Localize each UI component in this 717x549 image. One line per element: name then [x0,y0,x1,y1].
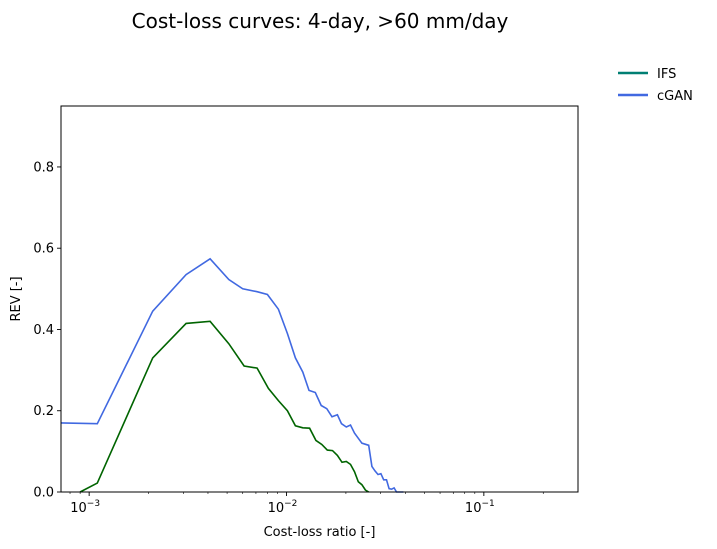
plot-frame [60,105,579,493]
y-tick-label: 0.8 [33,160,54,175]
plot-area [61,106,578,492]
y-axis-ticks: 0.0 0.2 0.4 0.6 0.8 [33,160,61,501]
series-line-ifs [79,320,370,493]
series-line-cgan [60,257,404,493]
y-axis-label: REV [-] [9,276,24,321]
x-tick-label: 10−2 [268,499,298,516]
x-axis-label: Cost-loss ratio [-] [264,525,376,540]
x-tick-label: 10−1 [465,499,495,516]
x-tick-label: 10−3 [70,499,100,516]
legend-label-cgan: cGAN [657,89,693,104]
legend: IFS cGAN [618,67,693,104]
y-tick-label: 0.4 [33,323,54,338]
series-layer [60,257,404,493]
chart-title: Cost-loss curves: 4-day, >60 mm/day [132,9,509,33]
y-tick-label: 0.2 [33,404,54,419]
x-axis-ticks: 10−3 10−2 10−1 [69,492,544,516]
y-tick-label: 0.6 [33,242,54,257]
y-tick-label: 0.0 [33,486,54,501]
legend-label-ifs: IFS [657,67,676,82]
